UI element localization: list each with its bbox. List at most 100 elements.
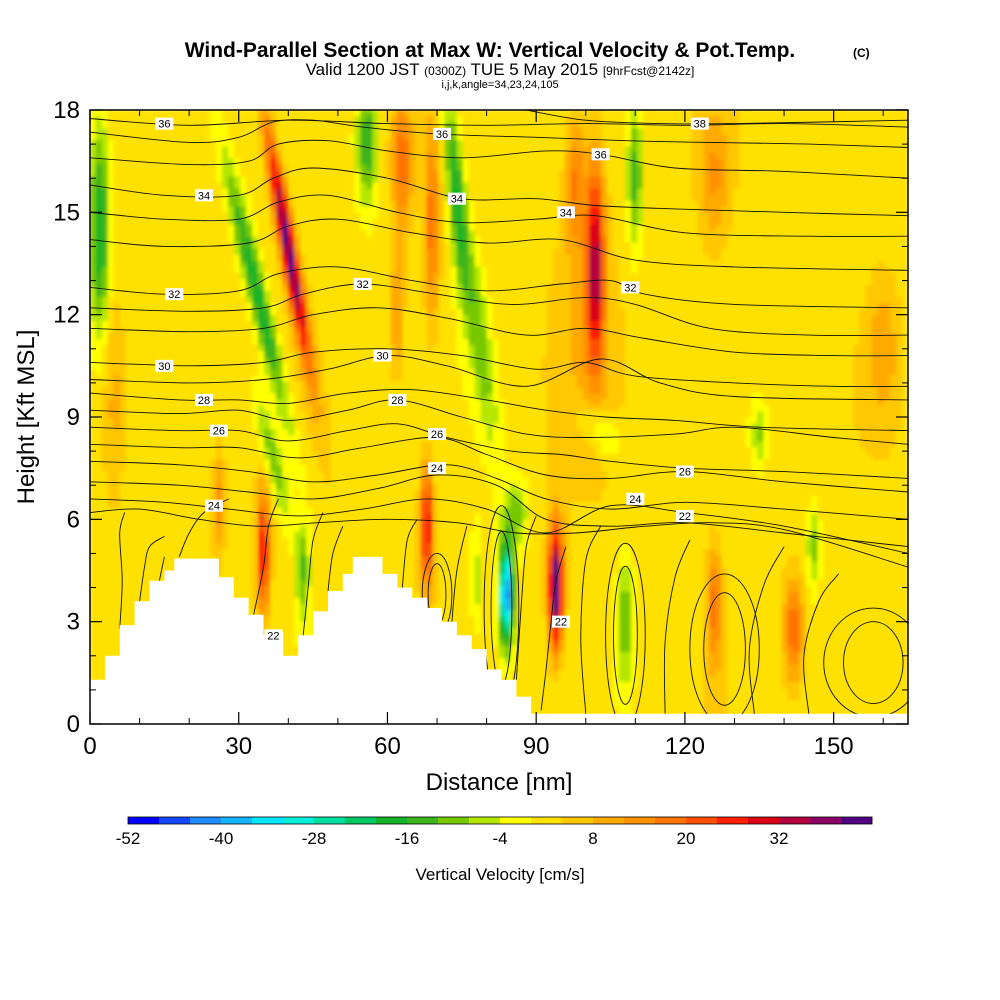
velocity-cell xyxy=(173,549,181,556)
velocity-cell xyxy=(149,525,157,532)
velocity-cell xyxy=(209,446,217,454)
velocity-cell xyxy=(324,290,331,297)
velocity-cell xyxy=(222,169,229,177)
velocity-cell xyxy=(107,193,115,201)
velocity-cell xyxy=(342,368,349,376)
velocity-cell xyxy=(276,193,283,201)
velocity-cell xyxy=(300,110,307,117)
velocity-cell xyxy=(209,157,217,165)
velocity-cell xyxy=(179,344,187,352)
velocity-cell xyxy=(90,302,97,309)
velocity-cell xyxy=(222,187,229,195)
velocity-cell xyxy=(342,224,349,231)
velocity-cell xyxy=(216,374,223,382)
velocity-cell xyxy=(161,416,169,424)
velocity-cell xyxy=(354,506,361,514)
velocity-cell xyxy=(101,410,109,418)
velocity-cell xyxy=(366,151,373,159)
velocity-cell xyxy=(155,470,163,478)
velocity-cell xyxy=(372,440,379,448)
velocity-cell xyxy=(119,115,127,123)
velocity-cell xyxy=(119,537,127,544)
velocity-cell xyxy=(300,374,307,382)
velocity-cell xyxy=(240,139,247,147)
velocity-cell xyxy=(234,218,241,225)
velocity-cell xyxy=(101,115,109,123)
velocity-cell xyxy=(318,302,325,309)
velocity-cell xyxy=(318,458,325,466)
velocity-cell xyxy=(161,266,169,273)
velocity-cell xyxy=(185,266,193,273)
velocity-cell xyxy=(294,181,301,189)
velocity-cell xyxy=(372,260,379,267)
velocity-cell xyxy=(95,242,103,249)
velocity-cell xyxy=(276,266,283,273)
velocity-cell xyxy=(288,488,295,496)
velocity-cell xyxy=(318,175,325,183)
velocity-cell xyxy=(197,338,205,346)
velocity-cell xyxy=(197,404,205,412)
velocity-cell xyxy=(240,525,247,532)
velocity-cell xyxy=(90,621,97,628)
velocity-cell xyxy=(228,573,235,580)
velocity-cell xyxy=(113,651,121,659)
velocity-cell xyxy=(246,543,253,550)
velocity-cell xyxy=(119,525,127,532)
velocity-cell xyxy=(258,500,265,508)
velocity-cell xyxy=(107,374,115,382)
velocity-cell xyxy=(354,350,361,358)
velocity-cell xyxy=(119,133,127,141)
velocity-cell xyxy=(372,392,379,400)
velocity-cell xyxy=(101,266,109,273)
velocity-cell xyxy=(282,543,289,550)
velocity-cell xyxy=(372,169,379,177)
velocity-cell xyxy=(324,555,331,562)
velocity-cell xyxy=(354,110,361,117)
velocity-cell xyxy=(137,428,145,436)
velocity-cell xyxy=(378,187,386,195)
velocity-cell xyxy=(107,163,115,171)
velocity-cell xyxy=(342,476,349,484)
velocity-cell xyxy=(342,374,349,382)
velocity-cell xyxy=(167,531,175,538)
velocity-cell xyxy=(95,181,103,189)
velocity-cell xyxy=(276,139,283,147)
velocity-cell xyxy=(95,302,103,309)
velocity-cell xyxy=(318,416,325,424)
velocity-cell xyxy=(252,416,259,424)
velocity-cell xyxy=(222,555,229,562)
velocity-cell xyxy=(282,428,289,436)
velocity-cell xyxy=(131,199,139,207)
velocity-cell xyxy=(149,151,157,159)
velocity-cell xyxy=(354,525,361,532)
velocity-cell xyxy=(167,127,175,135)
velocity-cell xyxy=(252,175,259,183)
velocity-cell xyxy=(197,350,205,358)
velocity-cell xyxy=(282,506,289,514)
velocity-cell xyxy=(149,320,157,328)
velocity-cell xyxy=(366,308,373,315)
velocity-cell xyxy=(90,633,97,641)
velocity-cell xyxy=(191,452,199,460)
velocity-cell xyxy=(113,561,121,568)
velocity-cell xyxy=(90,537,97,544)
velocity-cell xyxy=(372,206,379,213)
velocity-cell xyxy=(324,543,331,550)
velocity-cell xyxy=(306,320,313,328)
velocity-cell xyxy=(330,145,337,153)
velocity-cell xyxy=(179,139,187,147)
velocity-cell xyxy=(95,278,103,285)
velocity-cell xyxy=(209,175,217,183)
velocity-cell xyxy=(312,344,319,352)
velocity-cell xyxy=(342,181,349,189)
velocity-cell xyxy=(119,302,127,309)
velocity-cell xyxy=(155,212,163,219)
velocity-cell xyxy=(294,579,301,586)
velocity-cell xyxy=(276,464,283,472)
velocity-cell xyxy=(300,296,307,303)
velocity-cell xyxy=(179,181,187,189)
velocity-cell xyxy=(276,314,283,321)
velocity-cell xyxy=(185,181,193,189)
velocity-cell xyxy=(378,513,386,520)
velocity-cell xyxy=(372,380,379,388)
